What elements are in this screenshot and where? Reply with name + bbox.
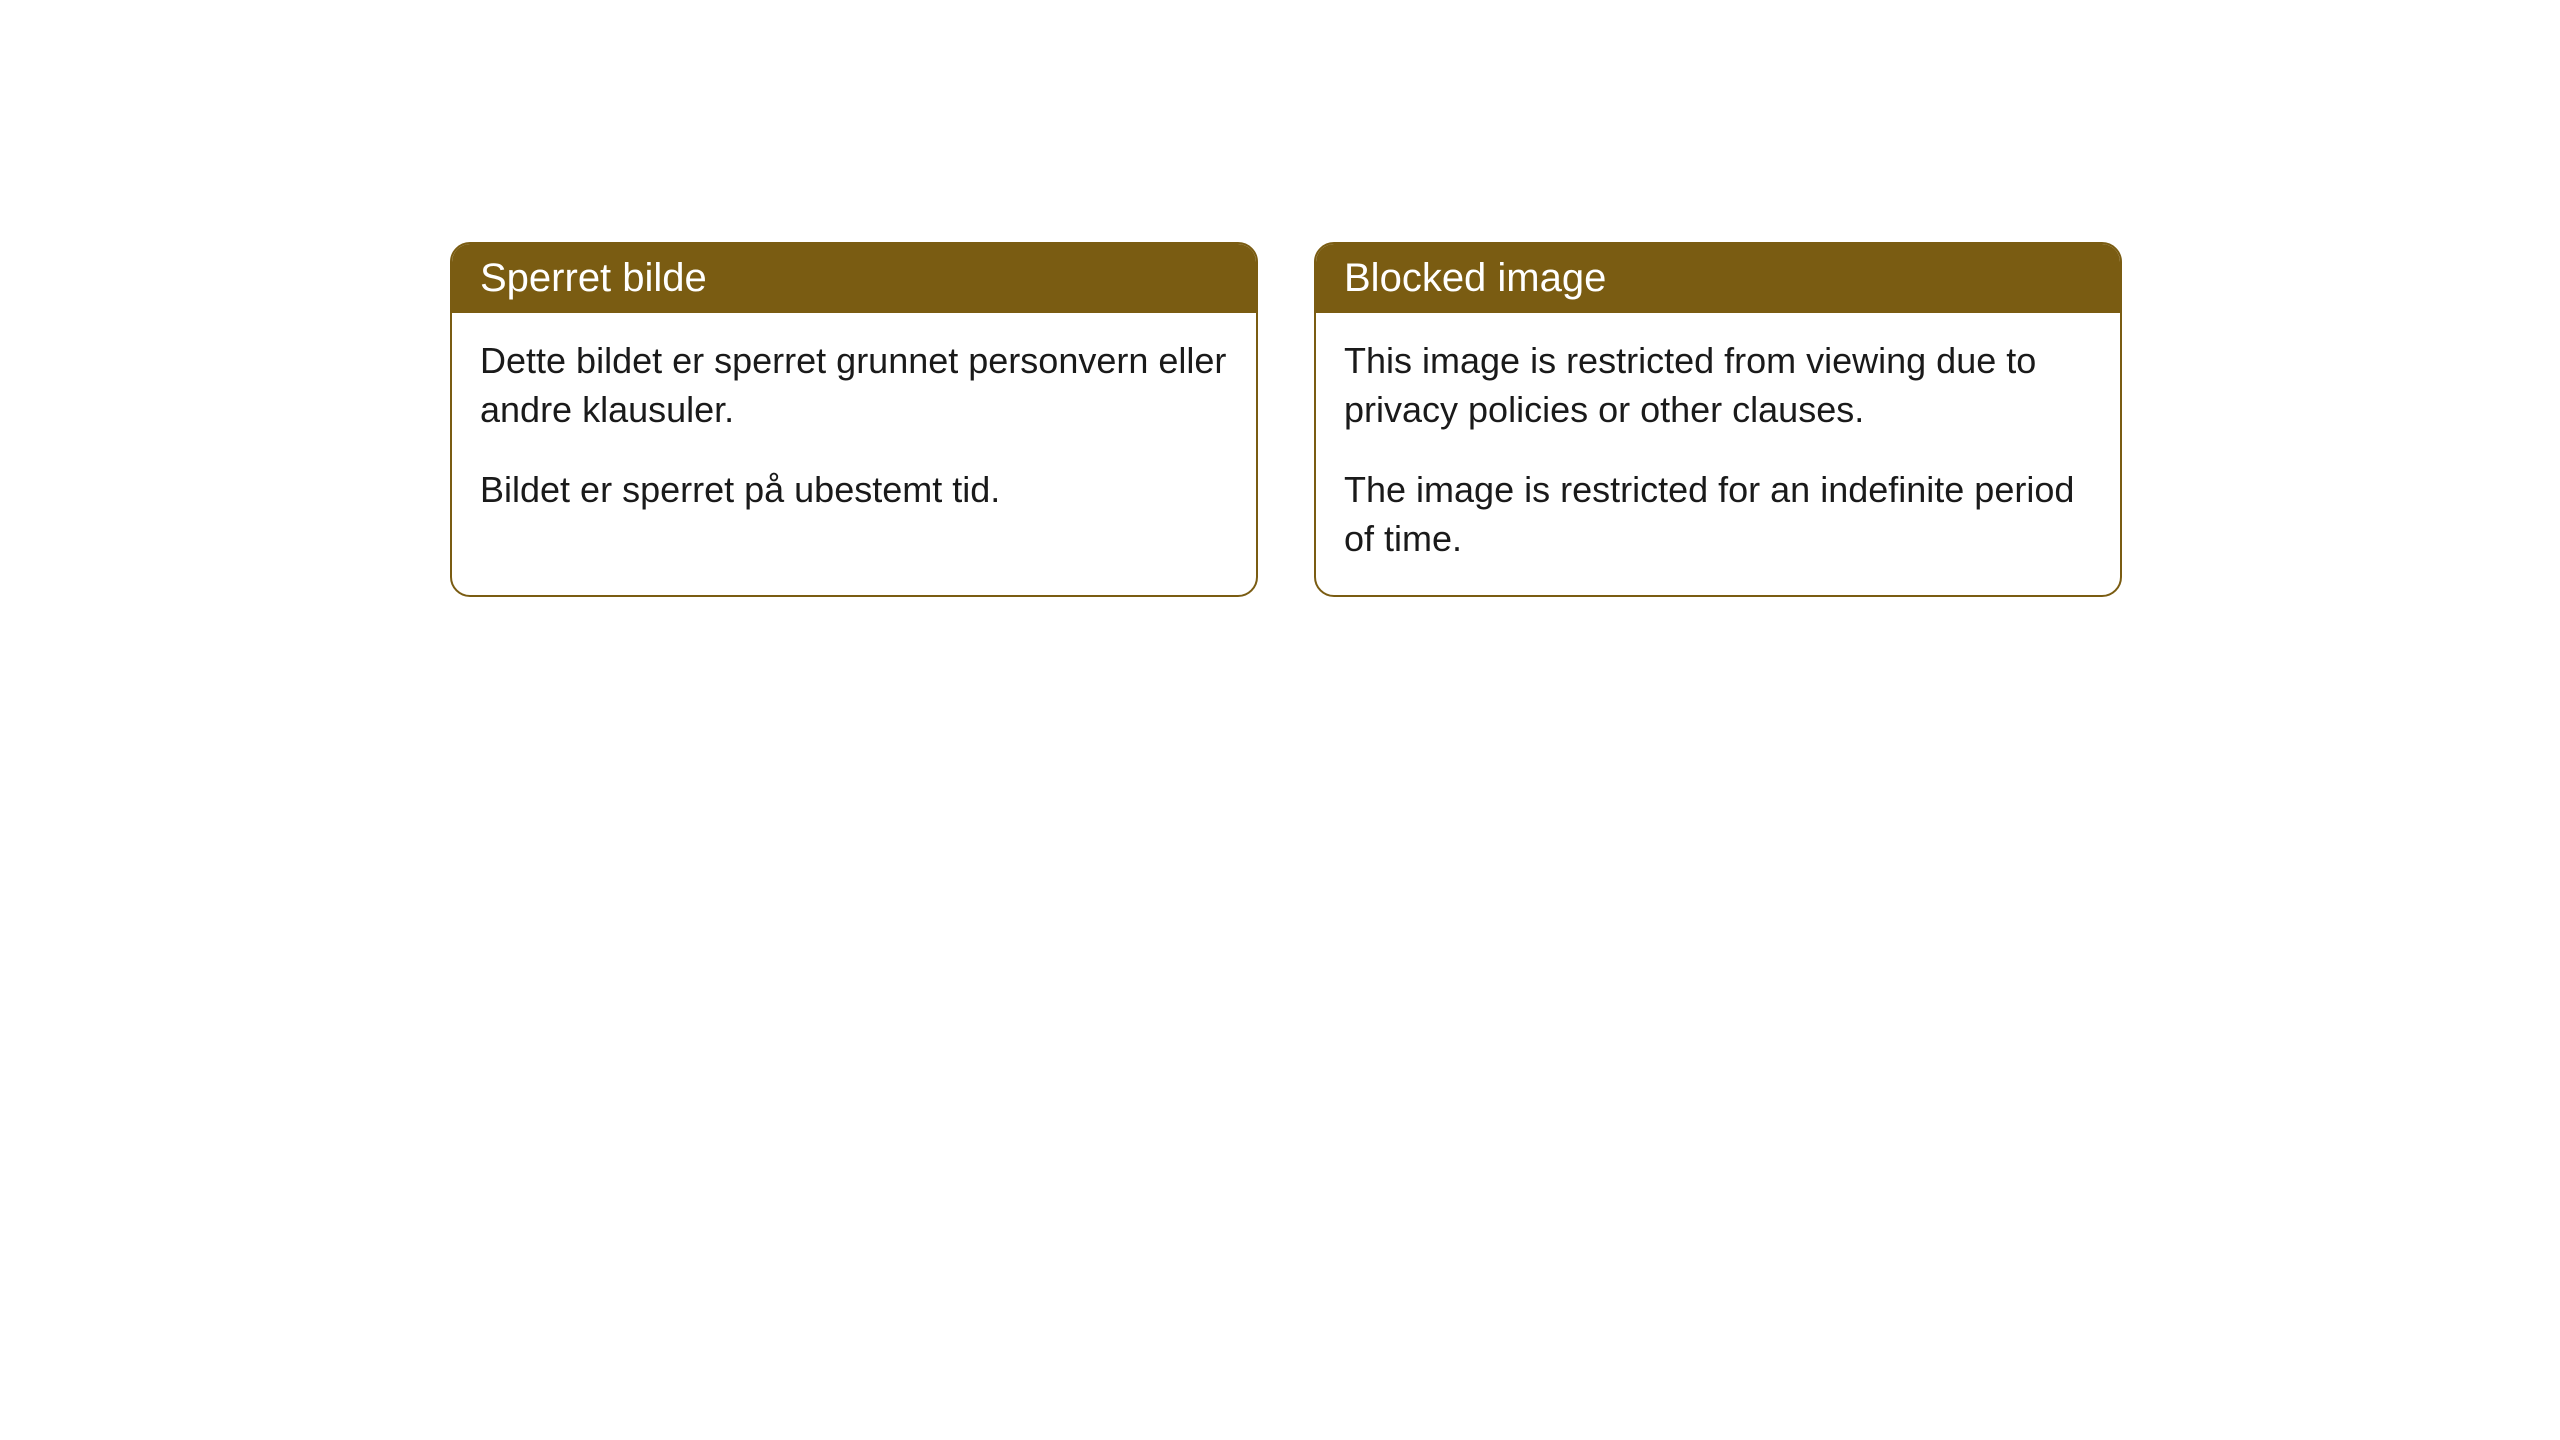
card-paragraph: Dette bildet er sperret grunnet personve…: [480, 337, 1228, 434]
card-paragraph: Bildet er sperret på ubestemt tid.: [480, 466, 1228, 515]
blocked-image-card-norwegian: Sperret bilde Dette bildet er sperret gr…: [450, 242, 1258, 597]
card-paragraph: This image is restricted from viewing du…: [1344, 337, 2092, 434]
card-paragraph: The image is restricted for an indefinit…: [1344, 466, 2092, 563]
card-body: Dette bildet er sperret grunnet personve…: [452, 313, 1256, 547]
card-body: This image is restricted from viewing du…: [1316, 313, 2120, 595]
blocked-image-card-english: Blocked image This image is restricted f…: [1314, 242, 2122, 597]
card-header: Blocked image: [1316, 244, 2120, 313]
card-header: Sperret bilde: [452, 244, 1256, 313]
card-title: Sperret bilde: [480, 256, 707, 300]
cards-container: Sperret bilde Dette bildet er sperret gr…: [0, 0, 2560, 597]
card-title: Blocked image: [1344, 256, 1606, 300]
